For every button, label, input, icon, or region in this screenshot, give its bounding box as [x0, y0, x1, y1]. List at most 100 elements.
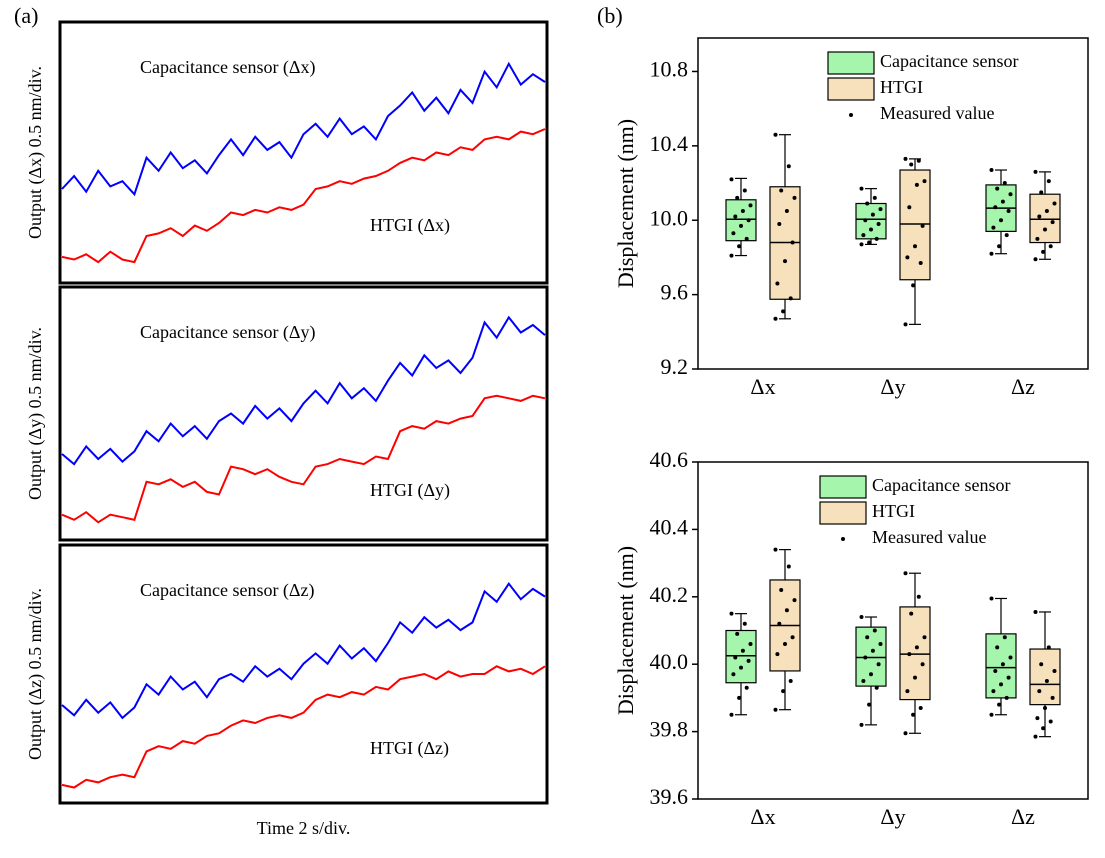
measured-point — [1000, 199, 1005, 204]
measured-point — [773, 547, 778, 552]
measured-point — [1006, 675, 1011, 680]
measured-point — [874, 236, 879, 241]
legend-label: HTGI — [872, 501, 915, 521]
measured-point — [1052, 201, 1057, 206]
x-tick-label: Δy — [880, 374, 905, 399]
measured-point — [903, 731, 908, 736]
measured-point — [907, 205, 912, 210]
x-tick-label: Δy — [880, 804, 905, 829]
measured-point — [874, 685, 879, 690]
signal-line — [61, 61, 546, 197]
y-axis-label: Output (Δx) 0.5 nm/div. — [25, 66, 46, 239]
signal-line — [61, 581, 546, 720]
measured-point — [993, 668, 998, 673]
measured-point — [869, 227, 873, 232]
measured-point — [739, 223, 743, 228]
x-tick-label: Δz — [1011, 374, 1035, 399]
measured-point — [740, 208, 745, 213]
series-label: Capacitance sensor (Δx) — [140, 57, 316, 78]
measured-point — [867, 702, 872, 707]
legend-label: Capacitance sensor — [880, 51, 1018, 71]
signal-line — [61, 315, 546, 466]
measured-point — [786, 164, 791, 169]
series-label: HTGI (Δy) — [370, 480, 450, 501]
measured-point — [779, 588, 784, 593]
legend-label: Capacitance sensor — [872, 475, 1010, 495]
measured-point — [792, 195, 797, 200]
measured-point — [1039, 662, 1044, 667]
measured-point — [909, 611, 914, 616]
measured-point — [742, 621, 747, 626]
measured-point — [876, 662, 881, 667]
measured-point — [735, 631, 740, 636]
measured-point — [739, 665, 743, 670]
box — [1029, 193, 1061, 244]
measured-point — [773, 707, 778, 712]
measured-point — [905, 255, 910, 260]
measured-point — [777, 221, 782, 226]
measured-point — [1033, 257, 1038, 262]
legend-swatch — [819, 501, 867, 525]
measured-point — [916, 594, 921, 599]
measured-point — [997, 702, 1002, 707]
measured-point — [735, 195, 740, 200]
measured-point — [1000, 662, 1005, 667]
measured-point — [1035, 716, 1040, 721]
measured-point — [903, 156, 908, 161]
measured-point — [731, 672, 736, 677]
measured-point — [911, 712, 916, 717]
plot-frame — [697, 461, 1089, 800]
measured-point — [1008, 192, 1013, 197]
measured-point — [859, 615, 864, 620]
measured-point — [733, 655, 738, 660]
measured-point — [784, 608, 789, 613]
y-tick-label: 9.2 — [661, 354, 689, 379]
measured-point — [1052, 668, 1057, 673]
measured-point — [742, 188, 747, 193]
measured-point — [1048, 244, 1053, 249]
legend-label: Measured value — [880, 103, 994, 123]
measured-point — [913, 244, 917, 249]
measured-point — [788, 679, 793, 684]
series-label: HTGI (Δx) — [370, 215, 450, 236]
panel-label: (a) — [14, 3, 38, 28]
measured-point — [746, 658, 751, 663]
measured-point — [872, 628, 877, 633]
measured-point — [790, 240, 795, 245]
measured-point — [859, 242, 864, 247]
measured-point — [746, 218, 751, 223]
y-tick-label: 40.4 — [650, 514, 689, 539]
measured-point — [1043, 706, 1047, 711]
measured-point — [1044, 679, 1049, 684]
measured-point — [922, 635, 927, 640]
y-axis-label: Displacement (nm) — [613, 546, 638, 715]
box — [1029, 648, 1061, 706]
measured-point — [1035, 236, 1040, 241]
measured-point — [914, 645, 919, 650]
measured-point — [1008, 655, 1013, 660]
legend-label: HTGI — [880, 77, 923, 97]
measured-point — [729, 611, 734, 616]
measured-point — [859, 186, 864, 191]
panel-label: (b) — [597, 3, 623, 28]
measured-point — [878, 641, 883, 646]
measured-point — [913, 675, 917, 680]
measured-point — [775, 652, 780, 657]
y-axis-label: Output (Δy) 0.5 nm/div. — [25, 327, 46, 500]
x-axis-label: Time 2 s/div. — [257, 818, 351, 838]
measured-point — [792, 598, 797, 603]
y-tick-label: 39.8 — [650, 717, 689, 742]
measured-point — [918, 706, 923, 711]
measured-point — [1041, 249, 1046, 254]
box — [899, 606, 931, 701]
measured-point — [786, 564, 791, 569]
measured-point — [863, 218, 868, 223]
x-tick-label: Δz — [1011, 804, 1035, 829]
measured-point — [905, 689, 910, 694]
y-tick-label: 40.6 — [650, 447, 689, 472]
measured-point — [993, 205, 998, 210]
measured-point — [1050, 220, 1055, 225]
legend-swatch — [819, 475, 867, 499]
y-tick-label: 40.0 — [650, 649, 689, 674]
y-tick-label: 9.6 — [661, 280, 689, 305]
